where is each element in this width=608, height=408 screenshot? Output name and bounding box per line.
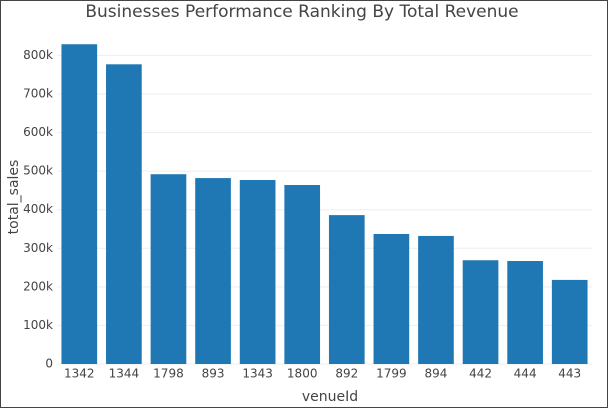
x-tick-label: 893 [202,367,225,381]
x-tick-label: 894 [425,367,448,381]
x-tick-label: 1342 [64,367,95,381]
bar [462,260,499,364]
bar [106,64,142,365]
x-tick-label: 1798 [153,367,184,381]
y-tick-label: 0 [45,357,53,371]
x-axis-label: venueId [302,389,358,405]
x-tick-label: 442 [469,367,492,381]
y-tick-label: 500k [23,164,53,178]
chart-title: Businesses Performance Ranking By Total … [85,2,518,22]
bar [373,234,410,364]
bar [284,185,321,364]
x-tick-label: 1343 [242,367,273,381]
x-tick-label: 1800 [287,367,318,381]
y-tick-label: 800k [23,48,53,62]
bar [150,174,187,364]
bar [418,235,454,364]
y-tick-label: 200k [23,279,53,293]
x-tick-label: 444 [514,367,537,381]
y-axis-label: total_sales [6,160,22,235]
y-tick-label: 100k [23,318,53,332]
bar [239,180,276,364]
y-tick-label: 600k [23,125,53,139]
bar [61,44,98,364]
x-tick-label: 892 [335,367,358,381]
x-tick-label: 1799 [376,367,407,381]
y-tick-label: 300k [23,241,53,255]
x-tick-label: 443 [558,367,581,381]
x-tick-label: 1344 [109,367,140,381]
y-tick-label: 400k [23,202,53,216]
bar [551,279,588,364]
bar [328,215,365,364]
bar [195,178,231,364]
bar [507,261,543,364]
y-tick-label: 700k [23,87,53,101]
